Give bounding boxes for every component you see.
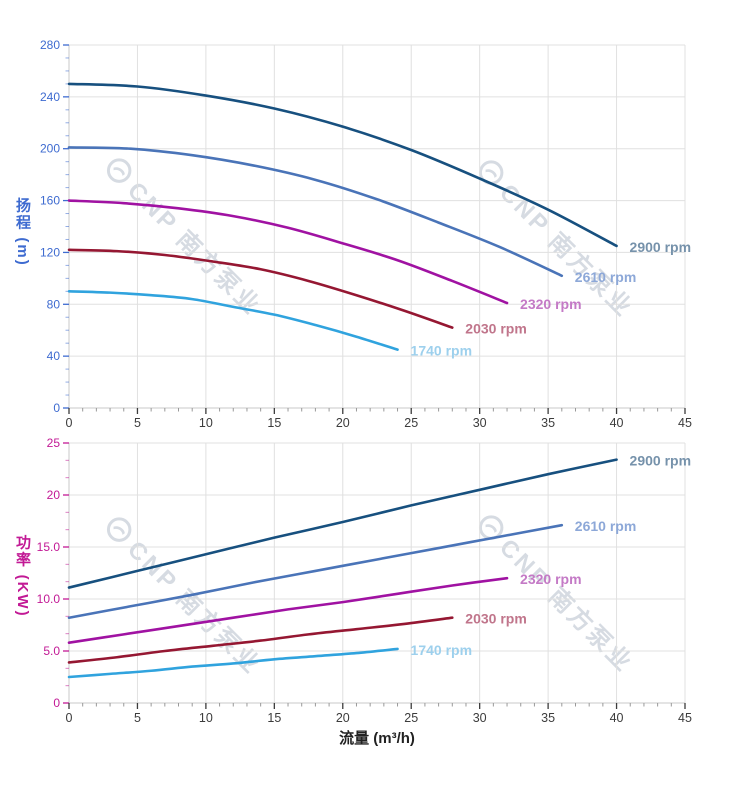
gridlines: [68, 442, 686, 704]
y-tick-label: 280: [40, 38, 60, 52]
head-axis-title: 扬程 (m): [14, 197, 31, 267]
x-tick-label: 25: [404, 711, 418, 725]
cnp-logo-icon: [479, 515, 504, 540]
y-tick-label: 10.0: [37, 592, 61, 606]
x-tick-label: 30: [473, 416, 487, 430]
y-tick-label: 40: [47, 349, 61, 363]
x-tick-label: 45: [678, 416, 692, 430]
curve-label-2320-rpm: 2320 rpm: [520, 571, 581, 587]
curve-1740-rpm: [67, 647, 399, 679]
power-axis-title: 功率 (KW): [14, 534, 31, 618]
y-axis: 0 5.0 10.0 15.0 20 25: [37, 436, 69, 710]
x-tick-label: 15: [267, 711, 281, 725]
x-tick-label: 0: [66, 416, 73, 430]
x-tick-label: 10: [199, 416, 213, 430]
y-tick-label: 0: [53, 401, 60, 415]
curve-label-2610-rpm: 2610 rpm: [575, 518, 636, 534]
curve-2610-rpm: [67, 523, 564, 620]
curve-2320-rpm: [67, 199, 509, 305]
watermark: CNP 南方泵业: [97, 507, 271, 681]
curve-label-2900-rpm: 2900 rpm: [630, 239, 691, 255]
curve-label-2030-rpm: 2030 rpm: [465, 321, 526, 337]
x-tick-label: 45: [678, 711, 692, 725]
x-tick-label: 5: [134, 416, 141, 430]
x-tick-label: 25: [404, 416, 418, 430]
cnp-logo-icon: [107, 517, 132, 542]
curve-label-2030-rpm: 2030 rpm: [465, 611, 526, 627]
x-tick-label: 40: [610, 416, 624, 430]
x-tick-label: 30: [473, 711, 487, 725]
watermark: CNP 南方泵业: [97, 148, 271, 322]
curve-2320-rpm: [67, 576, 509, 644]
curve-label-2610-rpm: 2610 rpm: [575, 269, 636, 285]
x-tick-label: 35: [541, 416, 555, 430]
x-tick-label: 10: [199, 711, 213, 725]
x-axis: 0 5 10 15 20 25 30 35 40 45: [66, 703, 692, 725]
x-tick-label: 20: [336, 711, 350, 725]
curve-2900-rpm: [67, 458, 618, 589]
watermark: CNP 南方泵业: [469, 505, 643, 679]
x-tick-label: 15: [267, 416, 281, 430]
y-tick-label: 120: [40, 245, 60, 259]
y-tick-label: 25: [47, 436, 61, 450]
x-tick-label: 35: [541, 711, 555, 725]
y-tick-label: 80: [47, 297, 61, 311]
curve-2610-rpm: [67, 146, 564, 278]
power-chart: 0 5.0 10.0 15.0 20 25 0 5 10 15 20 25 30 35 40 45 2900 r…: [37, 436, 692, 725]
y-tick-label: 5.0: [43, 644, 60, 658]
x-tick-label: 20: [336, 416, 350, 430]
y-tick-label: 0: [53, 696, 60, 710]
curve-label-2320-rpm: 2320 rpm: [520, 296, 581, 312]
curve-2030-rpm: [67, 248, 454, 329]
gridlines: [68, 44, 686, 409]
y-tick-label: 160: [40, 194, 60, 208]
curve-label-1740-rpm: 1740 rpm: [411, 642, 472, 658]
y-tick-label: 240: [40, 90, 60, 104]
x-tick-label: 40: [610, 711, 624, 725]
cnp-logo-icon: [107, 158, 132, 183]
y-tick-label: 15.0: [37, 540, 61, 554]
x-tick-label: 5: [134, 711, 141, 725]
curve-2900-rpm: [67, 82, 618, 248]
curve-label-1740-rpm: 1740 rpm: [411, 343, 472, 359]
x-axis: 0 5 10 15 20 25 30 35 40 45: [66, 408, 692, 430]
y-tick-label: 200: [40, 142, 60, 156]
flow-axis-title: 流量 (m³/h): [339, 730, 415, 747]
y-axis: 0 40 80 120 160 200 240 280: [40, 38, 69, 415]
curve-2030-rpm: [67, 616, 454, 664]
curve-label-2900-rpm: 2900 rpm: [630, 453, 691, 469]
x-tick-label: 0: [66, 711, 73, 725]
y-tick-label: 20: [47, 488, 61, 502]
head-chart: 0 40 80 120 160 200 240 280 0 5 10 15 20 25 30 35 40 45 29…: [40, 38, 692, 430]
curve-1740-rpm: [67, 290, 399, 351]
